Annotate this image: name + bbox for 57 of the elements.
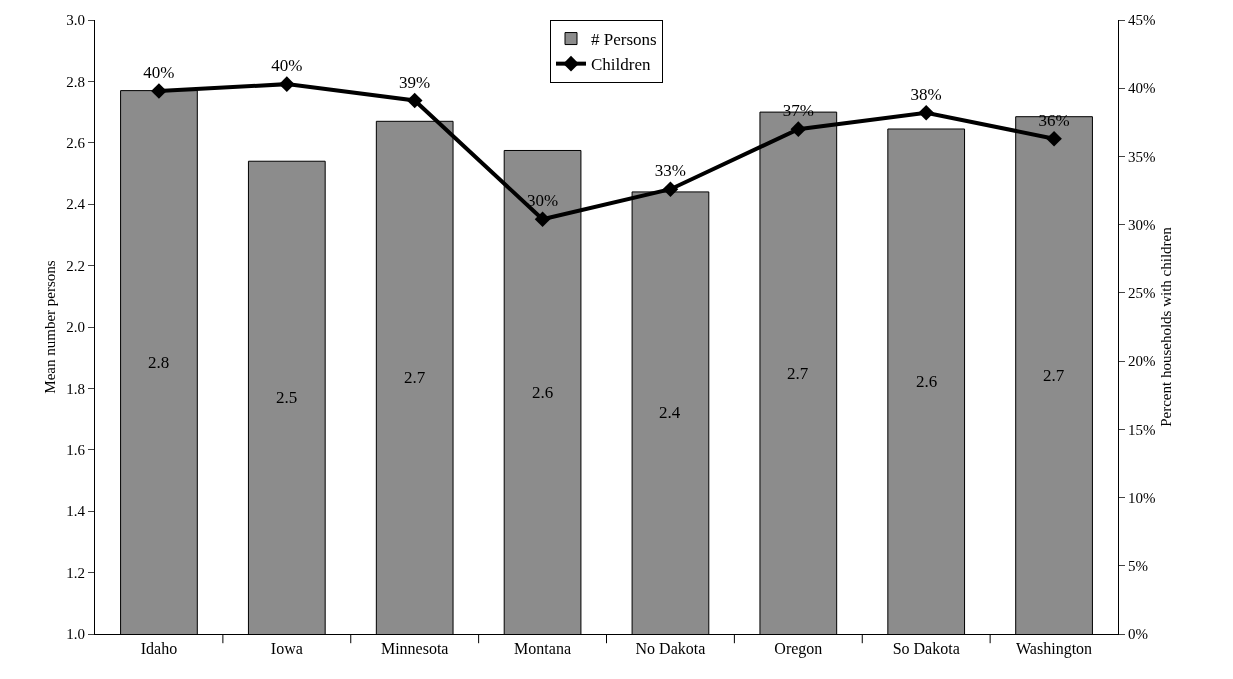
y-tick-label: 1.6 — [66, 442, 86, 459]
y2-tick-label: 25% — [1128, 285, 1156, 302]
y2-tick-label: 45% — [1128, 12, 1156, 29]
legend-label: # Persons — [591, 30, 657, 50]
point — [534, 211, 551, 228]
point — [151, 83, 167, 99]
y-tick-label: 1.0 — [66, 626, 85, 643]
point — [406, 92, 423, 109]
y-tick-label: 2.6 — [66, 135, 86, 152]
data-label: 40% — [143, 63, 175, 83]
y2-axis-title: Percent households with children — [1157, 226, 1174, 427]
x-tick-label: Minnesota — [380, 640, 449, 658]
data-label: 2.7 — [787, 364, 809, 383]
y-tick-label: 1.8 — [66, 380, 85, 397]
x-tick-label: Washington — [1016, 640, 1093, 659]
x-tick-label: Oregon — [774, 640, 823, 659]
y-tick-label: 1.4 — [66, 503, 86, 520]
y-tick-label: 2.8 — [66, 73, 85, 90]
data-label: 2.6 — [916, 372, 938, 391]
x-tick-label: So Dakota — [892, 640, 960, 658]
y-tick-label: 2.2 — [66, 257, 85, 274]
x-tick-label: Idaho — [140, 640, 178, 658]
data-label: 2.4 — [659, 403, 681, 422]
y2-tick-label: 15% — [1128, 421, 1156, 438]
y2-tick-label: 30% — [1128, 216, 1156, 233]
point — [790, 121, 807, 137]
y2-tick-label: 0% — [1128, 626, 1148, 643]
data-label: 33% — [654, 161, 687, 181]
y2-tick-label: 10% — [1128, 489, 1156, 506]
y-tick-label: 2.0 — [66, 319, 85, 336]
data-label: 40% — [271, 56, 303, 76]
data-label: 38% — [910, 85, 942, 105]
data-label: 2.8 — [148, 353, 170, 372]
point — [279, 76, 295, 92]
data-label: 2.6 — [532, 383, 554, 402]
y2-tick-label: 40% — [1128, 80, 1156, 97]
y-tick-label: 3.0 — [66, 12, 85, 29]
x-tick-label: No Dakota — [635, 640, 706, 658]
x-tick-label: Montana — [514, 640, 571, 658]
y-tick-label: 2.4 — [66, 196, 86, 213]
point — [918, 104, 934, 121]
y2-tick-label: 5% — [1128, 558, 1148, 575]
data-label: 2.5 — [276, 388, 298, 407]
point — [662, 181, 679, 197]
data-label: 39% — [399, 72, 431, 92]
legend-label: Children — [591, 55, 651, 75]
data-label: 2.7 — [404, 368, 426, 387]
y2-tick-label: 35% — [1128, 148, 1156, 165]
x-tick-label: Iowa — [270, 640, 303, 658]
y-tick-label: 1.2 — [66, 564, 85, 581]
data-label: 2.7 — [1043, 366, 1065, 385]
y2-tick-label: 20% — [1128, 353, 1156, 370]
data-label: 30% — [526, 191, 559, 211]
data-label: 36% — [1038, 110, 1070, 130]
data-label: 37% — [782, 101, 814, 121]
y-axis-title: Mean number persons — [42, 260, 58, 394]
point — [1046, 130, 1062, 147]
